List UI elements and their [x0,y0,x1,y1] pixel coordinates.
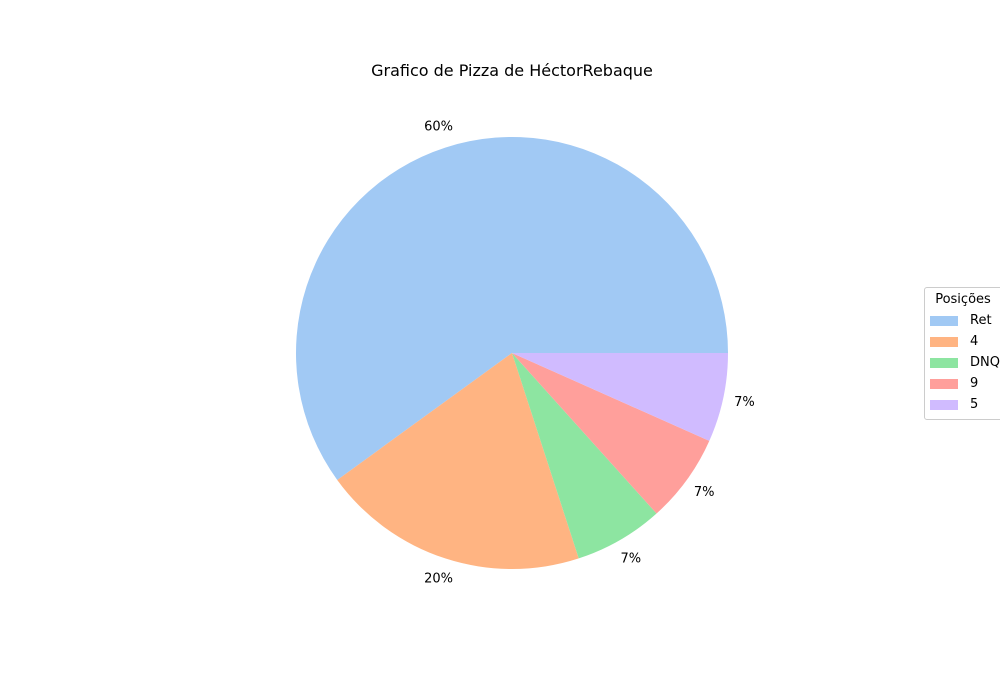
legend-title: Posições [935,292,991,307]
legend: Posições Ret 4 DNQ 9 5 [924,287,1000,420]
legend-swatch [930,399,958,410]
chart-title: Grafico de Pizza de HéctorRebaque [371,61,653,80]
pie-slice-dnq [512,353,657,559]
legend-swatch [930,315,958,326]
percent-label: 7% [734,395,755,410]
legend-label: 9 [970,376,979,391]
pie-slice-5 [512,353,728,441]
percent-labels: 60% 20% 7% 7% 7% [424,120,755,587]
pie-slice-ret [295,136,728,480]
legend-swatch [930,357,958,368]
legend-item: Ret [925,310,1000,331]
legend-item: DNQ [925,352,1000,373]
legend-items: Ret 4 DNQ 9 5 [925,310,1000,415]
percent-label: 20% [424,571,453,586]
legend-item: 5 [925,394,1000,415]
legend-label: DNQ [970,355,1000,370]
legend-label: 5 [970,397,979,412]
percent-label: 7% [694,485,715,500]
legend-label: Ret [970,313,992,328]
legend-swatch [930,336,958,347]
pie-slices [295,136,728,569]
percent-label: 60% [424,120,453,135]
legend-swatch [930,378,958,389]
legend-item: 4 [925,331,1000,352]
legend-item: 9 [925,373,1000,394]
pie-slice-4 [337,353,579,569]
pie-slice-9 [512,353,710,514]
percent-label: 7% [620,551,641,566]
legend-label: 4 [970,334,979,349]
